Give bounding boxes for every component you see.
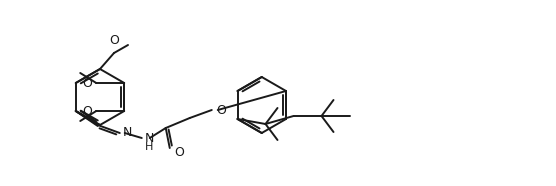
Text: O: O	[109, 34, 119, 47]
Text: O: O	[174, 145, 183, 158]
Text: H: H	[145, 142, 153, 152]
Text: O: O	[82, 76, 92, 89]
Text: O: O	[82, 105, 92, 118]
Text: O: O	[216, 103, 226, 116]
Text: N: N	[123, 126, 132, 140]
Text: N: N	[145, 132, 154, 145]
